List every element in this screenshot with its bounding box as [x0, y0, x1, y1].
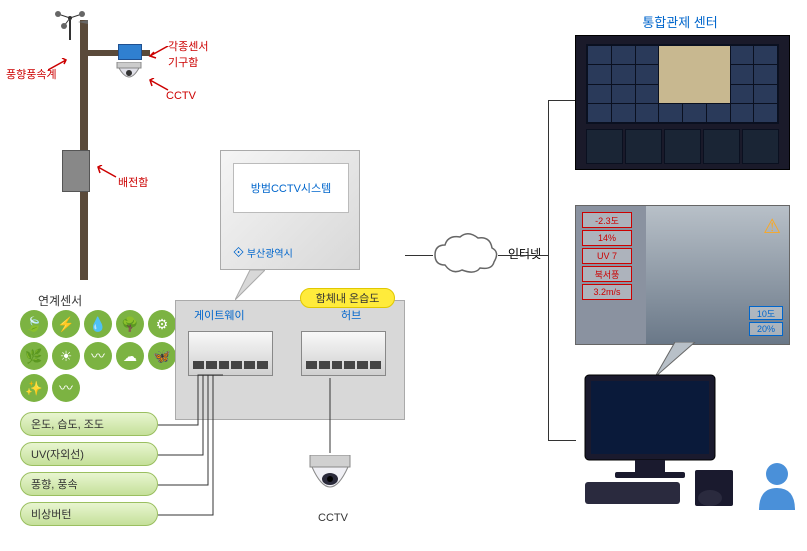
arrow-icon: [148, 46, 170, 60]
operator-desks: [586, 129, 779, 164]
feed-overlay-left: -2.3도 14% UV 7 북서풍 3.2m/s: [582, 212, 632, 302]
warning-icon: ⚠: [763, 214, 781, 239]
sensor-icon: 🦋: [148, 342, 176, 370]
sensor-icon: 🌿: [20, 342, 48, 370]
system-org: ⟐ 부산광역시: [233, 244, 293, 261]
center-title: 통합관제 센터: [600, 12, 760, 31]
feed-value: -2.3도: [582, 212, 632, 228]
linked-sensors-title: 연계센서: [38, 292, 82, 309]
sensor-button: 온도, 습도, 조도: [20, 412, 158, 436]
feed-value: 14%: [582, 230, 632, 246]
sensor-button-label: UV(자외선): [31, 446, 84, 462]
cloud-icon: [430, 230, 500, 285]
sensor-box-icon: [118, 44, 142, 60]
feed-value: UV 7: [582, 248, 632, 264]
sensor-button: 풍향, 풍속: [20, 472, 158, 496]
system-inner: 방범CCTV시스템: [233, 163, 349, 213]
sensor-icon: ✨: [20, 374, 48, 402]
sensor-icon: 🌳: [116, 310, 144, 338]
enclosure-badge: 함체내 온습도: [300, 288, 395, 308]
cctv-dome-icon: [115, 62, 143, 89]
sensor-icon: ⚡: [52, 310, 80, 338]
sensor-icon: ⚙: [148, 310, 176, 338]
sensor-button-label: 온도, 습도, 조도: [31, 416, 104, 432]
conn-line: [498, 255, 548, 256]
sensor-icon: ☀: [52, 342, 80, 370]
sensor-icon: 〰: [84, 342, 112, 370]
feed-overlay-right: 10도 20%: [749, 306, 783, 338]
cctv-camera-icon: [300, 455, 360, 510]
enclosure-badge-label: 함체내 온습도: [316, 290, 380, 306]
conn-line: [548, 100, 549, 440]
hub-device: [301, 331, 386, 376]
feed-value: 20%: [749, 322, 783, 336]
conn-line: [548, 440, 576, 441]
callout-tail-icon: [235, 270, 265, 300]
anemometer-label: 풍향풍속계: [6, 66, 57, 82]
sensor-icon: 🍃: [20, 310, 48, 338]
sensor-button: 비상버턴: [20, 502, 158, 526]
camera-feed: -2.3도 14% UV 7 북서풍 3.2m/s ⚠ 10도 20%: [575, 205, 790, 345]
sensorbox-label: 각종센서 기구함: [168, 38, 208, 70]
gateway-label: 게이트웨이: [194, 307, 245, 323]
control-center: [575, 35, 790, 170]
hub-cctv-wire: [315, 378, 345, 458]
cctv-pole-label: CCTV: [166, 90, 196, 102]
arrow-icon: [96, 165, 118, 179]
sensor-list: 온도, 습도, 조도 UV(자외선) 풍향, 풍속 비상버턴: [20, 412, 160, 532]
conn-line: [548, 100, 576, 101]
sensor-button-label: 비상버턴: [31, 506, 71, 522]
system-box: 방범CCTV시스템 ⟐ 부산광역시: [220, 150, 360, 270]
sensor-icon-grid: 🍃 ⚡ 💧 🌳 ⚙ 🌿 ☀ 〰 ☁ 🦋 ✨ 〰: [20, 310, 176, 402]
system-title: 방범CCTV시스템: [251, 180, 332, 196]
conn-line: [405, 255, 433, 256]
cctv-bottom-label: CCTV: [318, 512, 348, 524]
client-pc-icon: [575, 370, 745, 510]
sensor-icon: 💧: [84, 310, 112, 338]
wall-map: [659, 46, 729, 103]
feed-value: 3.2m/s: [582, 284, 632, 300]
cloud-label: 인터넷: [508, 245, 541, 262]
sensor-button: UV(자외선): [20, 442, 158, 466]
sensor-wires: [158, 375, 238, 525]
sensor-icon: 〰: [52, 374, 80, 402]
sensor-icon: ☁: [116, 342, 144, 370]
user-icon: [755, 460, 800, 510]
feed-value: 10도: [749, 306, 783, 320]
hub-label: 허브: [341, 307, 361, 323]
video-wall: [586, 44, 779, 124]
distribution-box-icon: [62, 150, 90, 192]
gateway-device: [188, 331, 273, 376]
anemometer-icon: [50, 10, 90, 45]
sensor-button-label: 풍향, 풍속: [31, 476, 78, 492]
distbox-label: 배전함: [118, 174, 148, 190]
feed-value: 북서풍: [582, 266, 632, 282]
